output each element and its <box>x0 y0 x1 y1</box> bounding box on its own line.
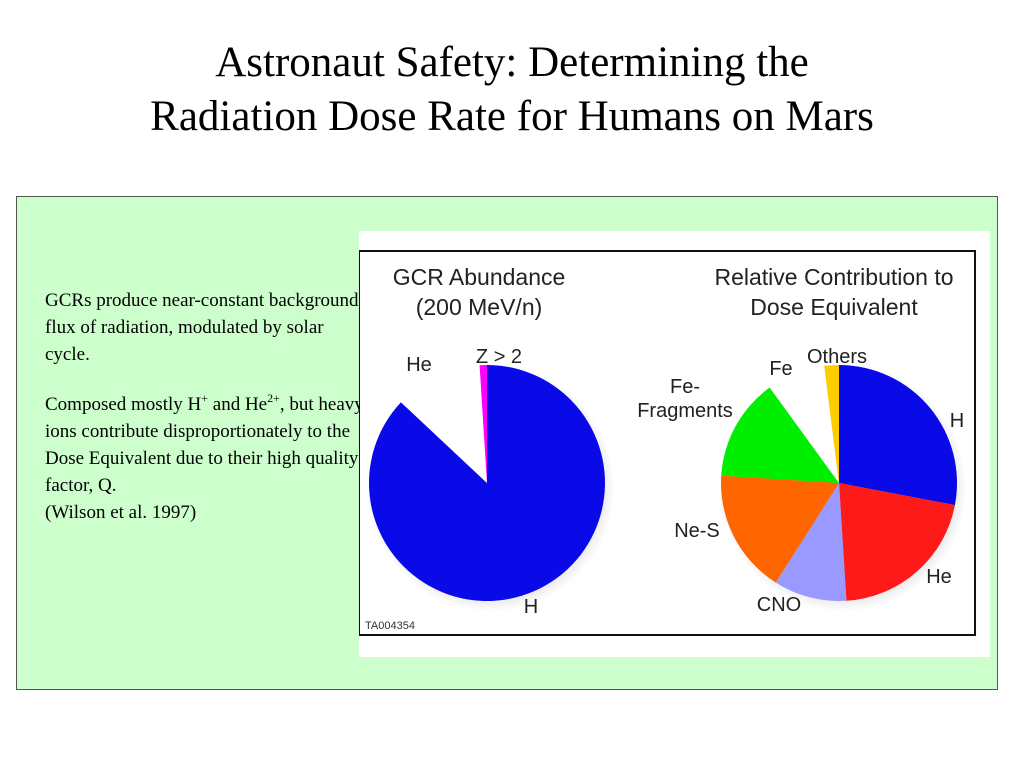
chart2-label-others: Others <box>807 346 867 368</box>
para2-text-b: and He <box>208 394 268 415</box>
pie-charts-svg: GCR Abundance (200 MeV/n) Relative Contr… <box>358 250 976 636</box>
chart1-title: GCR Abundance <box>393 264 566 290</box>
chart2-label-fe: Fe <box>769 358 792 380</box>
pie-figure: GCR Abundance (200 MeV/n) Relative Contr… <box>358 231 990 657</box>
chart2-slice-he <box>839 483 955 601</box>
chart1-slice-h <box>369 365 605 602</box>
figure-id-label: TA004354 <box>365 620 415 632</box>
chart2-pie <box>719 364 967 612</box>
title-line-2: Radiation Dose Rate for Humans on Mars <box>150 93 874 140</box>
chart2-slice-ne-s <box>721 475 839 583</box>
para2-text-c: , but heavy ions contribute disproportio… <box>45 394 364 496</box>
chart2-label-cno: CNO <box>757 594 801 616</box>
citation: (Wilson et al. 1997) <box>45 502 197 523</box>
body-text: GCRs produce near-constant background fl… <box>45 287 365 549</box>
chart1-label-h: H <box>524 596 538 618</box>
chart2-label-h: H <box>950 410 964 432</box>
chart2-slice-cno <box>775 483 847 601</box>
paragraph-2: Composed mostly H+ and He2+, but heavy i… <box>45 391 365 526</box>
chart1-label-he: He <box>406 354 432 376</box>
chart1-pie <box>367 364 615 612</box>
chart1-subtitle: (200 MeV/n) <box>416 294 543 320</box>
para2-text-a: Composed mostly H <box>45 394 202 415</box>
slice-labels: H He Z > 2 H He CNO Ne-S Fe-Fragments Fe Others <box>406 346 964 618</box>
chart1-label-z-2: Z > 2 <box>476 346 522 368</box>
chart2-slice-others <box>824 365 839 483</box>
chart2-slice-fe <box>769 365 839 483</box>
chart1-slice-he <box>400 365 487 483</box>
chart2-slice-h <box>839 365 957 506</box>
title-line-1: Astronaut Safety: Determining the <box>215 39 809 86</box>
chart1-slice-z-2 <box>479 365 487 483</box>
slide-title: Astronaut Safety: Determining the Radiat… <box>0 36 1024 144</box>
chart2-subtitle: Dose Equivalent <box>750 294 918 320</box>
chart2-label-ne-s: Ne-S <box>674 520 720 542</box>
chart2-label-fe-fragments: Fe-Fragments <box>637 376 733 422</box>
para2-sup-2: 2+ <box>267 390 280 405</box>
content-box: GCRs produce near-constant background fl… <box>16 196 998 690</box>
chart2-title: Relative Contribution to <box>714 264 953 290</box>
chart2-label-he: He <box>926 566 952 588</box>
para2-sup-1: + <box>201 390 209 405</box>
paragraph-1: GCRs produce near-constant background fl… <box>45 290 359 365</box>
chart2-slice-fe-fragments <box>721 387 839 483</box>
